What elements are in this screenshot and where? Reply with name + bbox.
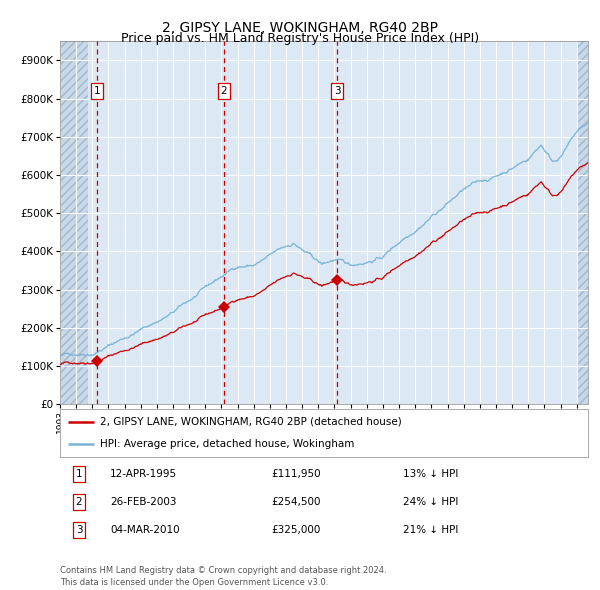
Text: £254,500: £254,500	[271, 497, 321, 507]
Text: Contains HM Land Registry data © Crown copyright and database right 2024.
This d: Contains HM Land Registry data © Crown c…	[60, 566, 386, 587]
Text: 2: 2	[76, 497, 82, 507]
Text: 2, GIPSY LANE, WOKINGHAM, RG40 2BP: 2, GIPSY LANE, WOKINGHAM, RG40 2BP	[162, 21, 438, 35]
Text: 2, GIPSY LANE, WOKINGHAM, RG40 2BP (detached house): 2, GIPSY LANE, WOKINGHAM, RG40 2BP (deta…	[100, 417, 401, 427]
Text: 24% ↓ HPI: 24% ↓ HPI	[403, 497, 458, 507]
Text: 26-FEB-2003: 26-FEB-2003	[110, 497, 176, 507]
Text: 3: 3	[76, 525, 82, 535]
Text: 1: 1	[94, 86, 100, 96]
Text: 2: 2	[221, 86, 227, 96]
Text: £325,000: £325,000	[271, 525, 320, 535]
Text: 04-MAR-2010: 04-MAR-2010	[110, 525, 180, 535]
Text: HPI: Average price, detached house, Wokingham: HPI: Average price, detached house, Woki…	[100, 439, 354, 449]
Text: 13% ↓ HPI: 13% ↓ HPI	[403, 469, 458, 479]
Bar	[60, 41, 88, 404]
Text: Price paid vs. HM Land Registry's House Price Index (HPI): Price paid vs. HM Land Registry's House …	[121, 32, 479, 45]
Text: 1: 1	[76, 469, 82, 479]
Text: £111,950: £111,950	[271, 469, 321, 479]
Text: 3: 3	[334, 86, 341, 96]
Text: 12-APR-1995: 12-APR-1995	[110, 469, 177, 479]
Bar	[578, 41, 588, 404]
Text: 21% ↓ HPI: 21% ↓ HPI	[403, 525, 458, 535]
